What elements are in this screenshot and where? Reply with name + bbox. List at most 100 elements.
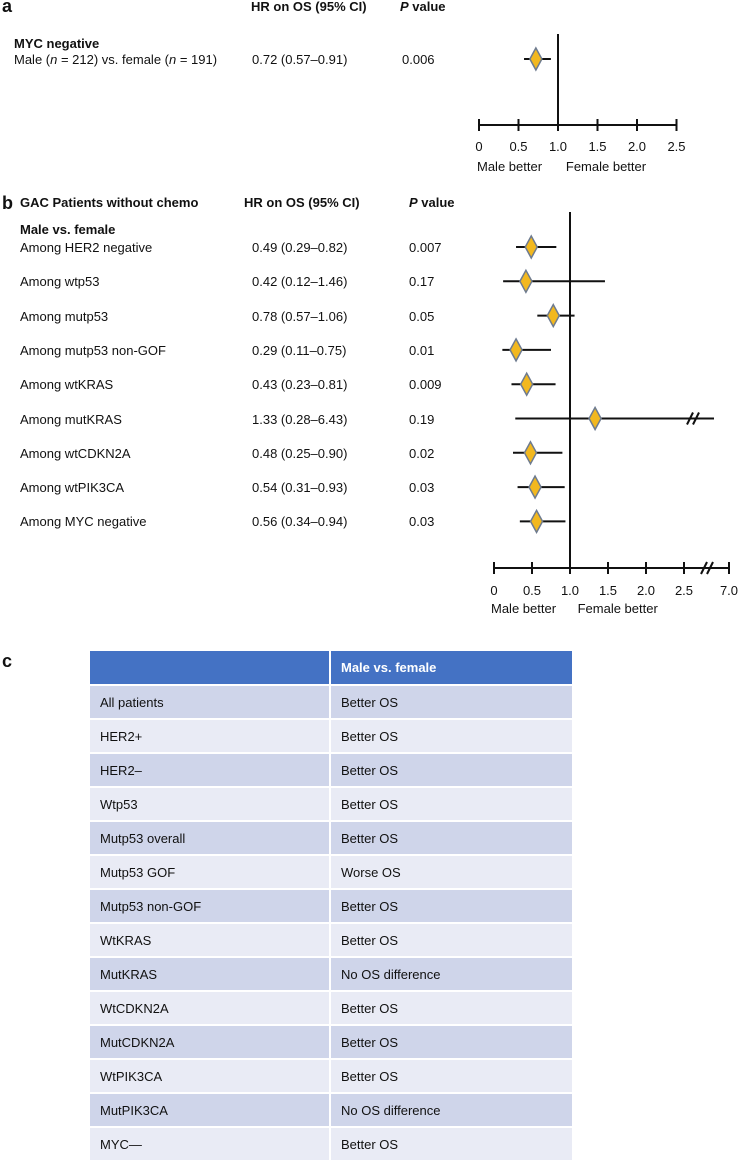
table-cell-group: Mutp53 overall (90, 822, 331, 854)
table-cell-group: MutPIK3CA (90, 1094, 331, 1126)
x-tick-label: 0.5 (523, 583, 541, 598)
panel-b-row-label: Among wtKRAS (20, 377, 114, 393)
panel-b-row-p: 0.17 (409, 274, 435, 290)
panel-b-hr-header: HR on OS (95% CI) (244, 195, 360, 210)
hr-diamond (528, 474, 542, 500)
axis-break-mark (706, 561, 714, 575)
panel-b-row-label: Among HER2 negative (20, 240, 153, 255)
x-tick-label: 1.5 (588, 139, 606, 154)
x-tick-label: 2.5 (667, 139, 685, 154)
table-cell-group: WtKRAS (90, 924, 331, 956)
x-tick-label: 1.0 (561, 583, 579, 598)
table-row: HER2– Better OS (90, 754, 572, 786)
panel-a-hr-header: HR on OS (95% CI) (251, 0, 367, 14)
axis-break-mark (700, 561, 708, 575)
x-tick-label: 7.0 (720, 583, 738, 598)
panel-b-row-p: 0.01 (409, 342, 435, 358)
panel-b-row-hr: 0.42 (0.12–1.46) (252, 274, 348, 290)
hr-diamond (523, 440, 538, 466)
panel-b-row-p: 0.03 (409, 514, 435, 530)
table-row: MutCDKN2A Better OS (90, 1026, 572, 1058)
table-cell-result: No OS difference (331, 1094, 572, 1126)
table-cell-result: Better OS (331, 822, 572, 854)
hr-diamond (524, 234, 539, 260)
table-row: WtKRAS Better OS (90, 924, 572, 956)
table-cell-group: WtCDKN2A (90, 992, 331, 1024)
table-row: WtPIK3CA Better OS (90, 1060, 572, 1092)
table-row: Mutp53 non-GOF Better OS (90, 890, 572, 922)
panel-b-row-label: Among wtp53 (20, 274, 100, 290)
panel-b-letter: b (2, 193, 13, 213)
x-label-right: Female better (566, 159, 647, 174)
panel-b-row-label: Among wtCDKN2A (20, 445, 131, 461)
table-cell-result: Better OS (331, 992, 572, 1024)
table-cell-group: WtPIK3CA (90, 1060, 331, 1092)
panel-c-letter: c (2, 651, 13, 671)
table-row: Mutp53 overall Better OS (90, 822, 572, 854)
hr-diamond (546, 303, 561, 329)
table-cell-result: Better OS (331, 924, 572, 956)
table-cell-group: MYC— (90, 1128, 331, 1160)
panel-a-row-label: Male (n = 212) vs. female (n = 191) (14, 52, 218, 67)
table-cell-group: Mutp53 non-GOF (90, 890, 331, 922)
x-tick-label: 0.5 (509, 139, 527, 154)
x-tick-label: 2.0 (628, 139, 646, 154)
table-cell-group: MutKRAS (90, 958, 331, 990)
panel-a-p-header: P value (400, 0, 446, 14)
table-cell-group: MutCDKN2A (90, 1026, 331, 1058)
panel-b-row-hr: 0.29 (0.11–0.75) (252, 342, 347, 358)
panel-b-row-label: Among mutp53 non-GOF (20, 342, 166, 358)
table-cell-result: Better OS (331, 1060, 572, 1092)
panel-b-row-p: 0.02 (409, 445, 435, 461)
panel-b-row-label: Among mutKRAS (20, 411, 122, 427)
table-cell-group: Wtp53 (90, 788, 331, 820)
panel-b-subheader: Male vs. female (20, 222, 116, 237)
hr-diamond (509, 337, 523, 363)
summary-table: Male vs. female All patients Better OS HER… (90, 649, 572, 1162)
table-cell-result: No OS difference (331, 958, 572, 990)
panel-b-title: GAC Patients without chemo (20, 195, 199, 210)
panel-b-row-hr: 1.33 (0.28–6.43) (252, 411, 348, 427)
x-tick-label: 0 (475, 139, 482, 154)
table-row: HER2+ Better OS (90, 720, 572, 752)
panel-b-row-p: 0.05 (409, 308, 435, 324)
table-row: MutKRAS No OS difference (90, 958, 572, 990)
summary-table-header-row: Male vs. female (90, 651, 572, 684)
table-row: WtCDKN2A Better OS (90, 992, 572, 1024)
table-cell-group: HER2– (90, 754, 331, 786)
x-label-left: Male better (491, 601, 557, 616)
panel-a-p-value: 0.006 (402, 52, 435, 67)
x-tick-label: 2.5 (675, 583, 693, 598)
ci-break-mark (692, 412, 700, 425)
table-cell-result: Better OS (331, 720, 572, 752)
panel-a-letter: a (2, 0, 13, 16)
table-cell-result: Better OS (331, 1128, 572, 1160)
table-cell-group: HER2+ (90, 720, 331, 752)
panel-a-group-label: MYC negative (14, 36, 100, 51)
panel-b-row-label: Among MYC negative (20, 514, 147, 530)
panel-b-row-hr: 0.49 (0.29–0.82) (252, 240, 348, 255)
table-row: All patients Better OS (90, 686, 572, 718)
hr-diamond (529, 46, 543, 72)
table-row: MYC— Better OS (90, 1128, 572, 1160)
panel-b-row-p: 0.007 (409, 240, 442, 255)
panel-b-row-p: 0.03 (409, 480, 435, 496)
x-tick-label: 1.0 (549, 139, 567, 154)
table-cell-result: Better OS (331, 1026, 572, 1058)
hr-diamond (519, 371, 534, 397)
panel-b-p-header: P value (409, 195, 455, 210)
panel-b-row-hr: 0.43 (0.23–0.81) (252, 377, 348, 393)
forest-plot-b: 0 0.5 1.0 1.5 2.0 2.5 7.0 Male better Female bet… (490, 212, 738, 616)
panel-b-row-p: 0.19 (409, 411, 435, 427)
x-tick-label: 1.5 (599, 583, 617, 598)
x-label-left: Male better (477, 159, 543, 174)
ci-break-mark (686, 412, 694, 425)
table-cell-group: All patients (90, 686, 331, 718)
table-row: MutPIK3CA No OS difference (90, 1094, 572, 1126)
table-cell-result: Worse OS (331, 856, 572, 888)
panel-a-hr-value: 0.72 (0.57–0.91) (252, 52, 348, 67)
table-cell-result: Better OS (331, 754, 572, 786)
panel-b-row-hr: 0.56 (0.34–0.94) (252, 514, 348, 530)
panel-b-row-hr: 0.78 (0.57–1.06) (252, 308, 348, 324)
x-tick-label: 2.0 (637, 583, 655, 598)
